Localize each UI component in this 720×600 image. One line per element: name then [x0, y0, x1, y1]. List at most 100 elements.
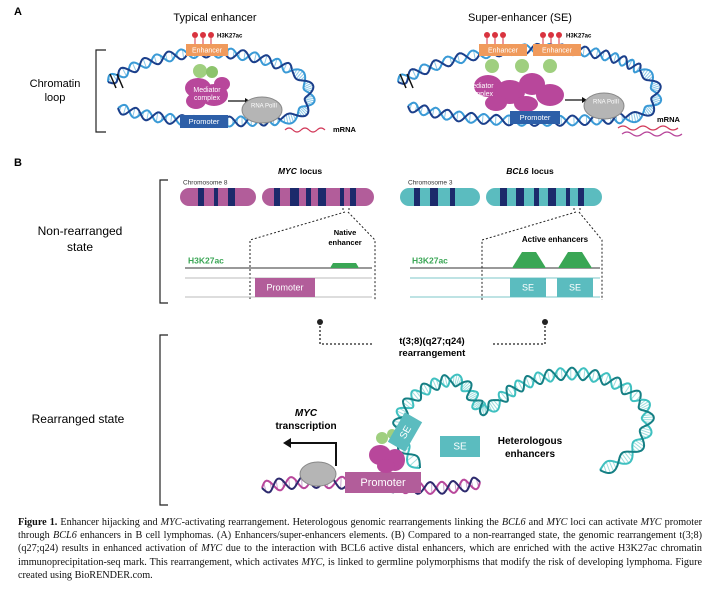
se-label: SE	[453, 442, 467, 453]
base-pair	[627, 59, 633, 69]
base-pair	[455, 375, 461, 387]
gene: BCL6	[501, 517, 526, 528]
line: complex	[467, 91, 494, 98]
gene: MYC	[640, 517, 662, 528]
base-pair	[639, 429, 652, 435]
gene: BCL6	[53, 530, 77, 542]
base-pair	[612, 377, 618, 389]
base-pair	[630, 390, 639, 400]
state-label: Rearranged state	[32, 412, 125, 426]
caption-text: due to the interaction with BCL6 active …	[18, 543, 702, 568]
base-pair	[473, 50, 476, 60]
line: enhancer	[328, 238, 361, 247]
se-label: SE	[522, 282, 534, 292]
base-pair	[340, 476, 342, 489]
base-pair	[170, 114, 173, 124]
gene: MYC	[546, 517, 568, 528]
super-enhancer: H3K27ac Enhancer Enhancer Mediator comple…	[466, 32, 683, 137]
strand	[624, 68, 663, 124]
panel-label: B	[14, 157, 22, 169]
base-pair	[155, 112, 159, 122]
base-pair	[457, 54, 461, 64]
base-pair	[488, 401, 496, 412]
strand	[279, 68, 316, 125]
caption: Figure 1. Enhancer hijacking and MYC -act…	[18, 516, 702, 582]
base-pair	[546, 370, 551, 382]
line: transcription	[275, 421, 336, 432]
base-pair	[583, 368, 586, 381]
promoter-box	[180, 115, 228, 128]
transcript-label: mRNA	[333, 125, 357, 134]
promoter-label: Promoter	[189, 117, 220, 126]
caption-text: and	[525, 517, 547, 528]
connector	[319, 322, 546, 345]
bracket	[159, 334, 168, 506]
promoter-box	[345, 472, 421, 493]
rearranged-complex: Promoter SE SE Heterologous enhancers	[299, 412, 563, 493]
helices	[107, 42, 663, 496]
base-pair	[456, 111, 459, 121]
chromosome-8	[180, 188, 374, 206]
gene: MYC	[301, 556, 323, 568]
base-pair	[287, 113, 292, 124]
caption-text: enhancers in B cell lymphomas. (A) Enhan…	[18, 530, 702, 555]
line: Mediator	[193, 87, 221, 94]
base-pair	[422, 383, 430, 395]
base-pair	[582, 46, 585, 57]
base-pair	[472, 400, 483, 409]
side-label: Chromatin loop	[30, 78, 81, 104]
enhancers-label: Heterologous enhancers	[498, 436, 563, 460]
base-pair	[506, 386, 514, 397]
panel-title: Typical enhancer	[173, 12, 256, 24]
base-pair	[433, 60, 438, 71]
line: Non-rearranged	[38, 224, 123, 238]
caption-text: Enhancer hijacking and	[57, 517, 161, 528]
panel-label: A	[14, 6, 22, 18]
base-pair	[304, 99, 314, 104]
line: enhancers	[505, 449, 555, 460]
promoter-label: Promoter	[360, 477, 406, 489]
strand	[499, 366, 642, 403]
base-pair	[288, 478, 291, 489]
bracket	[95, 49, 106, 133]
state-label: Non-rearranged state	[38, 224, 123, 254]
track-label: H3K27ac	[188, 255, 224, 265]
chromosome-label: Chromosome 8	[183, 180, 228, 187]
base-pair	[304, 87, 314, 91]
base-pair	[131, 62, 137, 73]
base-pair	[462, 383, 472, 392]
line: rearrangement	[399, 348, 466, 359]
caption-text: -activating rearrangement. Heterologous …	[181, 517, 502, 528]
base-pair	[295, 70, 304, 80]
se-box	[440, 436, 480, 457]
base-pair	[641, 427, 652, 432]
caption-label: Figure 1.	[18, 517, 58, 528]
base-pair	[454, 481, 457, 492]
locus-title: BCL6 locus	[506, 166, 554, 176]
base-pair	[298, 108, 306, 117]
chromosome-label: Chromosome 3	[408, 180, 453, 187]
base-pair	[639, 403, 651, 410]
base-pair	[468, 112, 471, 123]
base-pair	[466, 391, 477, 397]
gene: BCL6	[506, 166, 528, 176]
base-pair	[638, 401, 649, 409]
base-pair	[652, 96, 662, 100]
base-pair	[651, 97, 662, 102]
enhancer-box	[533, 44, 581, 56]
zoom-lines	[249, 208, 376, 300]
mark-label: H3K27ac	[217, 34, 243, 40]
base-pair	[411, 68, 417, 79]
base-pair	[285, 114, 289, 124]
base-pair	[650, 84, 661, 90]
line: MYC	[295, 408, 318, 419]
base-pair	[639, 431, 650, 437]
cut	[109, 73, 124, 89]
strand	[449, 379, 501, 417]
base-pair	[153, 55, 158, 65]
polymerase-label: RNA PolII	[251, 104, 277, 110]
promoter-box	[255, 278, 315, 297]
enhancer-box	[479, 44, 527, 56]
se-box	[387, 412, 423, 452]
line: Native	[334, 228, 357, 237]
